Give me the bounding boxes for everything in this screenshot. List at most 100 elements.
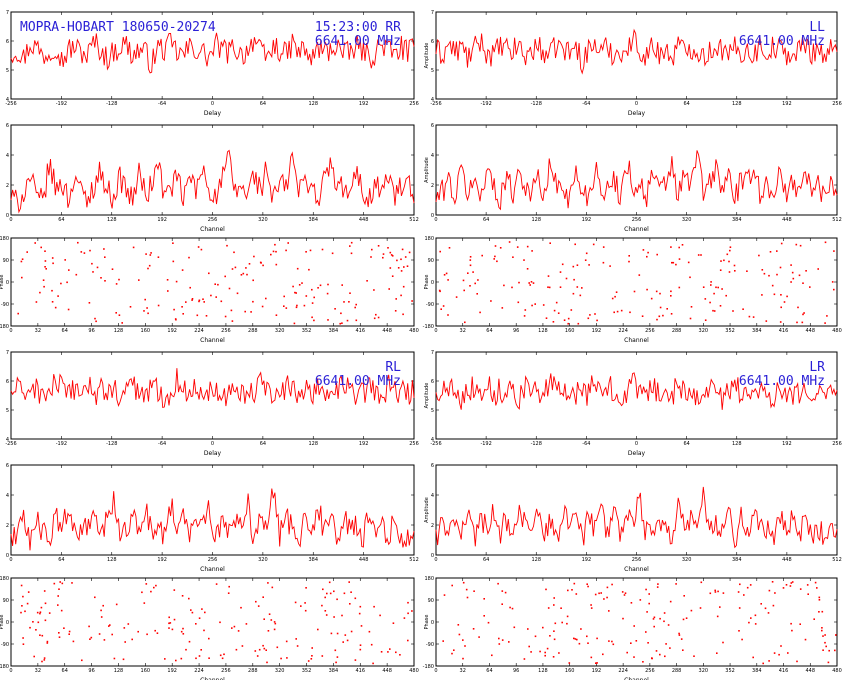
phase-point [360,625,363,627]
x-axis-label: Channel [200,677,225,680]
x-tick-label: 320 [699,328,709,334]
y-tick-label: -180 [423,324,434,330]
phase-point [292,285,294,288]
phase-point [379,614,381,617]
phase-point [689,317,692,320]
phase-point [333,590,335,593]
phase-point [642,249,645,251]
phase-point [628,255,630,257]
phase-point [472,628,475,630]
phase-point [371,248,373,251]
phase-point [678,258,681,260]
freq-rl: 6641.00 MHz [315,374,401,389]
phase-point [491,654,493,657]
plot-frame [435,577,838,667]
x-tick-label: -64 [158,101,166,107]
x-tick-label: 288 [672,328,682,334]
phase-point [382,256,384,259]
phase-point [252,300,254,303]
phase-point [113,657,116,660]
phase-point [462,657,464,660]
x-tick-label: 416 [355,328,365,334]
phase-point [806,584,809,586]
phase-point [451,584,453,587]
phase-point [831,281,834,283]
y-tick-label: -180 [423,664,434,670]
phase-point [185,301,187,303]
phase-point [754,623,757,625]
phase-point [27,591,30,593]
phase-point [803,312,805,314]
phase-point [549,242,551,244]
phase-point [586,583,588,585]
phase-point [311,302,314,304]
phase-point [667,624,670,626]
phase-point [645,588,647,591]
phase-point [407,601,409,604]
phase-point [791,629,793,632]
phase-point [246,273,248,276]
x-tick-label: 512 [409,557,419,563]
series-line [10,32,415,74]
phase-point [476,293,478,295]
phase-point [790,582,793,584]
phase-point [825,645,827,648]
phase-point [672,261,675,264]
phase-point [121,322,123,324]
phase-point [639,599,642,601]
phase-point [370,256,372,258]
y-tick-label: 4 [431,493,434,499]
phase-point [656,318,658,321]
phase-point [802,313,804,316]
phase-point [547,286,549,288]
phase-point [118,314,121,316]
x-tick-label: 64 [260,101,266,107]
x-tick-label: 512 [832,557,842,563]
phase-point [532,282,535,284]
phase-point [403,617,406,619]
phase-point [123,627,126,629]
phase-point [712,309,714,312]
y-tick-label: 6 [431,463,434,469]
x-tick-label: -192 [480,441,491,447]
phase-point [173,618,176,621]
x-tick-label: 32 [35,328,41,334]
phase-point [719,269,722,271]
phase-point [21,276,23,279]
phase-point [586,635,588,638]
phase-point [58,636,61,638]
phase-point [44,619,47,622]
phase-point [283,305,285,307]
phase-point [180,657,183,660]
phase-point [227,592,230,594]
phase-point [185,648,187,651]
y-tick-label: -90 [1,642,9,648]
y-axis-label: Phase [0,275,5,290]
phase-point [61,582,64,585]
phase-point [472,271,474,273]
phase-point [254,650,257,652]
phase-point [821,627,823,629]
x-tick-label: 480 [832,668,842,674]
phase-point [373,605,375,608]
phase-point [659,292,661,295]
phase-point [402,285,405,288]
phase-point [629,311,631,314]
phase-point [559,286,562,288]
phase-point [20,611,22,614]
phase-point [646,255,648,258]
phase-point [340,312,342,315]
phase-point [326,292,329,295]
phase-point [560,607,562,609]
phase-point [670,313,673,315]
phase-point [197,246,200,248]
phase-point [664,655,666,658]
phase-point [115,603,118,606]
phase-point [713,310,716,312]
phase-point [570,309,573,311]
phase-point [174,318,177,320]
phase-point [88,302,91,304]
phase-point [34,242,36,244]
phase-point [442,640,444,642]
panel-LR-channel: 0 64 128 192 256 320 384 448 512 0 2 4 6 Channel Ampli… [424,463,842,573]
